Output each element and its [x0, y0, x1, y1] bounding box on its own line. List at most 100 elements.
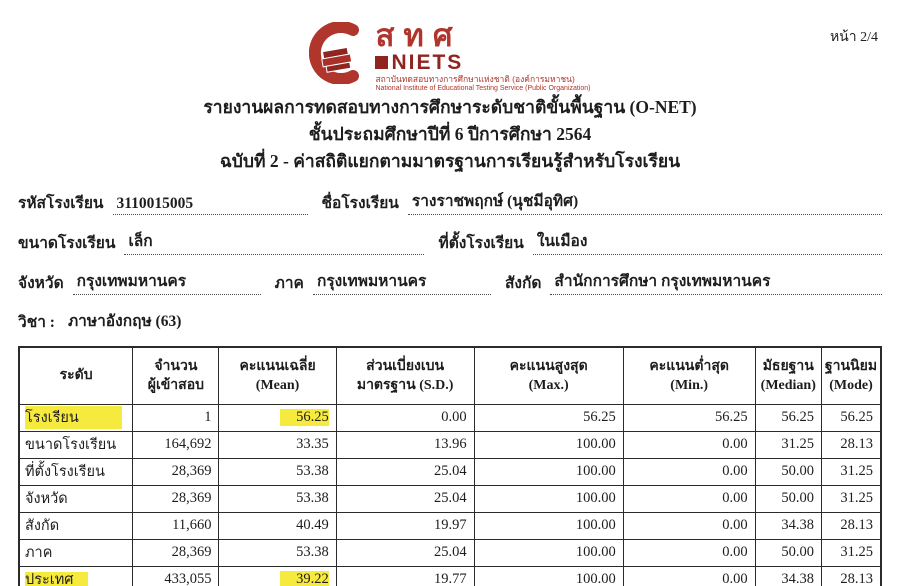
- header-min-line2: (Min.): [670, 378, 709, 394]
- header-min: คะแนนต่ำสุด (Min.): [622, 346, 756, 405]
- cell-mean: 53.38: [218, 538, 337, 567]
- cell-level: ที่ตั้งโรงเรียน: [18, 457, 134, 486]
- school-size-value: เล็ก: [124, 228, 425, 256]
- header-level-line1: ระดับ: [59, 368, 93, 384]
- cell-sd: 13.96: [335, 430, 475, 459]
- header-mode: ฐานนิยม (Mode): [820, 346, 882, 405]
- header-min-line1: คะแนนต่ำสุด: [649, 358, 729, 374]
- header-mean-line1: คะแนนเฉลี่ย: [239, 358, 316, 374]
- cell-mode: 28.13: [820, 511, 882, 540]
- school-code-value: 3110015005: [112, 195, 308, 216]
- cell-level: สังกัด: [18, 511, 134, 540]
- report-title-block: รายงานผลการทดสอบทางการศึกษาระดับชาติขั้น…: [18, 94, 882, 175]
- subject-label: วิชา :: [18, 314, 55, 332]
- header-median-line1: มัธยฐาน: [762, 358, 814, 374]
- school-location-label: ที่ตั้งโรงเรียน: [438, 235, 524, 253]
- cell-min: 0.00: [622, 430, 756, 459]
- subject-value: ภาษาอังกฤษ (63): [67, 313, 182, 331]
- cell-count: 164,692: [132, 430, 220, 459]
- cell-mean: 56.25: [218, 403, 337, 432]
- cell-count: 11,660: [132, 511, 220, 540]
- affiliation-value: สำนักการศึกษา กรุงเทพมหานคร: [550, 268, 882, 296]
- highlighted-mean: 56.25: [280, 409, 329, 427]
- header-mean: คะแนนเฉลี่ย (Mean): [218, 346, 337, 405]
- statistics-table: ระดับ จำนวน ผู้เข้าสอบ คะแนนเฉลี่ย (Mean) …: [18, 346, 882, 586]
- cell-min: 0.00: [622, 511, 756, 540]
- cell-count: 433,055: [132, 565, 220, 586]
- report-title-line3: ฉบับที่ 2 - ค่าสถิติแยกตามมาตรฐานการเรีย…: [219, 151, 681, 172]
- logo-latin-row: NIETS: [375, 52, 463, 73]
- header-median-line2: (Median): [760, 378, 816, 394]
- school-size-label: ขนาดโรงเรียน: [18, 235, 116, 253]
- header-sd: ส่วนเบี่ยงเบนมาตรฐาน (S.D.): [335, 346, 475, 405]
- cell-mean: 39.22: [218, 565, 337, 586]
- header-max-line2: (Max.): [528, 378, 569, 394]
- province-value: กรุงเทพมหานคร: [72, 268, 261, 296]
- cell-mode: 31.25: [820, 457, 882, 486]
- cell-max: 100.00: [473, 457, 624, 486]
- cell-median: 34.38: [754, 565, 822, 586]
- cell-sd: 0.00: [335, 403, 475, 432]
- cell-mean: 53.38: [218, 484, 337, 513]
- cell-count: 28,369: [132, 484, 220, 513]
- niets-logo-text: สทศ NIETS สถาบันทดสอบทางการศึกษาแห่งชาติ…: [375, 18, 591, 92]
- highlighted-level: ประเทศ: [25, 572, 88, 586]
- info-row-code-name: รหัสโรงเรียน 3110015005 ชื่อโรงเรียน ราง…: [18, 188, 882, 216]
- cell-level: ภาค: [18, 538, 134, 567]
- cell-level: โรงเรียน: [18, 403, 134, 432]
- highlighted-mean: 39.22: [280, 571, 329, 586]
- header-count-line2: ผู้เข้าสอบ: [147, 378, 204, 394]
- niets-crescent-books-icon: [309, 21, 369, 89]
- cell-min: 0.00: [622, 565, 756, 586]
- school-name-value: รางราชพฤกษ์ (นุชมีอุทิศ): [407, 188, 882, 216]
- cell-mean: 33.35: [218, 430, 337, 459]
- logo-english-fullname: National Institute of Educational Testin…: [375, 84, 591, 92]
- page-number: หน้า 2/4: [829, 30, 878, 45]
- cell-median: 34.38: [754, 511, 822, 540]
- cell-max: 100.00: [473, 430, 624, 459]
- cell-max: 100.00: [473, 565, 624, 586]
- header-count: จำนวนผู้เข้าสอบ: [132, 346, 220, 405]
- table-row-country: ประเทศ 433,055 39.22 19.77 100.00 0.00 3…: [18, 565, 882, 586]
- logo-thai-fullname: สถาบันทดสอบทางการศึกษาแห่งชาติ (องค์การม…: [375, 74, 575, 84]
- table-row-school-location: ที่ตั้งโรงเรียน 28,369 53.38 25.04 100.0…: [18, 457, 882, 486]
- table-row-province: จังหวัด 28,369 53.38 25.04 100.00 0.00 5…: [18, 484, 882, 513]
- info-row-subject: วิชา : ภาษาอังกฤษ (63): [18, 308, 882, 334]
- info-row-size-location: ขนาดโรงเรียน เล็ก ที่ตั้งโรงเรียน ในเมือ…: [18, 228, 882, 256]
- region-label: ภาค: [274, 275, 304, 293]
- cell-sd: 19.97: [335, 511, 475, 540]
- report-title-line1: รายงานผลการทดสอบทางการศึกษาระดับชาติขั้น…: [203, 97, 697, 117]
- table-row-school-size: ขนาดโรงเรียน 164,692 33.35 13.96 100.00 …: [18, 430, 882, 459]
- table-header-row: ระดับ จำนวน ผู้เข้าสอบ คะแนนเฉลี่ย (Mean) …: [18, 346, 882, 405]
- cell-max: 100.00: [473, 511, 624, 540]
- logo-latin-acronym: NIETS: [391, 51, 464, 74]
- cell-level: จังหวัด: [18, 484, 134, 513]
- highlighted-level: โรงเรียน: [25, 406, 123, 430]
- cell-min: 56.25: [622, 403, 756, 432]
- cell-max: 100.00: [473, 538, 624, 567]
- cell-mode: 28.13: [820, 430, 882, 459]
- province-label: จังหวัด: [18, 275, 64, 293]
- table-row-region: ภาค 28,369 53.38 25.04 100.00 0.00 50.00…: [18, 538, 882, 567]
- cell-mode: 28.13: [820, 565, 882, 586]
- cell-mode: 31.25: [820, 484, 882, 513]
- cell-min: 0.00: [622, 484, 756, 513]
- logo-square-icon: [375, 56, 389, 69]
- cell-median: 31.25: [754, 430, 822, 459]
- header-count-line1: จำนวน: [154, 358, 198, 374]
- school-name-label: ชื่อโรงเรียน: [321, 195, 399, 213]
- cell-count: 28,369: [132, 538, 220, 567]
- niets-logo: สทศ NIETS สถาบันทดสอบทางการศึกษาแห่งชาติ…: [18, 20, 882, 92]
- header-sd-line2: มาตรฐาน (S.D.): [356, 378, 454, 394]
- header-max: คะแนนสูงสุด (Max.): [473, 346, 624, 405]
- logo-thai-acronym: สทศ: [375, 18, 462, 53]
- affiliation-label: สังกัด: [504, 275, 542, 293]
- cell-level: ประเทศ: [18, 565, 134, 586]
- cell-mode: 31.25: [820, 538, 882, 567]
- cell-count: 28,369: [132, 457, 220, 486]
- cell-mode: 56.25: [820, 403, 882, 432]
- info-row-province-region-affiliation: จังหวัด กรุงเทพมหานคร ภาค กรุงเทพมหานคร …: [18, 268, 882, 296]
- cell-max: 100.00: [473, 484, 624, 513]
- header-sd-line1: ส่วนเบี่ยงเบน: [366, 358, 445, 374]
